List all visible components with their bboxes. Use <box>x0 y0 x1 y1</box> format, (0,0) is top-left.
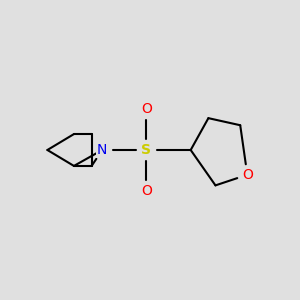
Text: O: O <box>141 102 152 116</box>
Text: N: N <box>97 143 107 157</box>
Text: S: S <box>142 143 152 157</box>
Text: O: O <box>242 168 253 182</box>
Text: O: O <box>141 184 152 198</box>
